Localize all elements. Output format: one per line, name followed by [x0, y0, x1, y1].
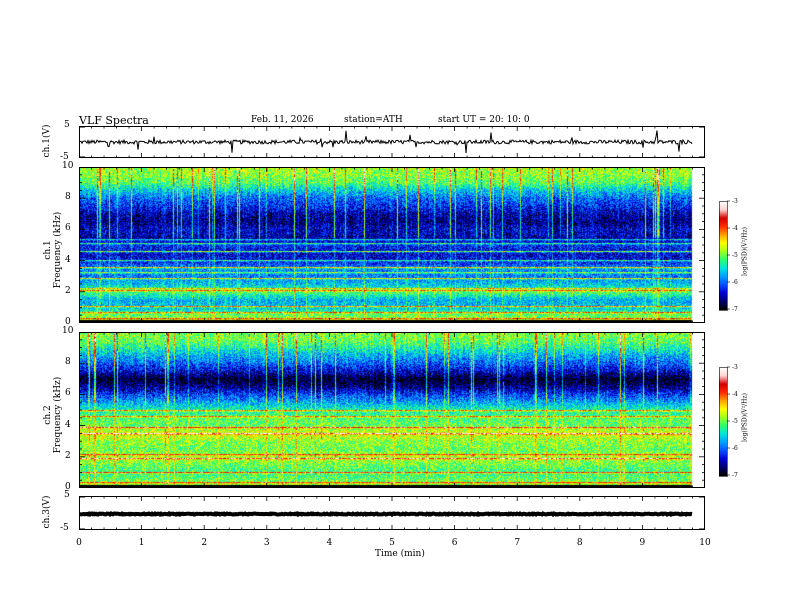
colorbar-tick-label: -3 — [732, 198, 738, 205]
ch1-ytick-label: -5 — [60, 152, 69, 162]
colorbar-tick-label: -6 — [732, 445, 738, 452]
ch2-colorbar — [719, 367, 727, 476]
ch2-ytick-label: 6 — [65, 388, 71, 399]
ch2-colorbar-label: log(PSD)(V²/Hz) — [741, 393, 749, 442]
ch2-ytick-label: 0 — [65, 482, 71, 492]
x-tick-label: 2 — [201, 538, 207, 548]
ch1-ytick-label: 2 — [65, 285, 71, 296]
colorbar-tick-label: -4 — [732, 225, 738, 232]
colorbar-tick-label: -4 — [732, 391, 738, 398]
start-time-label: start UT = 20: 10: 0 — [438, 115, 530, 125]
ch1-ytick-label: 8 — [65, 192, 71, 203]
date-label: Feb. 11, 2026 — [251, 115, 314, 125]
x-tick-label: 5 — [389, 538, 395, 548]
ch2-spectrogram-axes — [79, 332, 705, 488]
colorbar-frame — [719, 201, 728, 311]
ch1-ytick-label: 0 — [65, 317, 71, 327]
ch1-spectrogram-canvas — [79, 167, 705, 323]
ch1-ytick-label: 5 — [64, 120, 70, 130]
ch3-ytick-label: 5 — [64, 490, 70, 500]
ch1-colorbar — [719, 201, 727, 310]
panel-frame — [79, 332, 705, 488]
ch1-ytick-label: 6 — [65, 223, 71, 234]
colorbar-frame — [719, 367, 728, 477]
ch1-colorbar-label: log(PSD)(V²/Hz) — [741, 227, 749, 276]
x-axis-label: Time (min) — [375, 549, 425, 559]
ch1-ytick-label: 10 — [62, 161, 74, 171]
ch3-waveform-panel — [79, 496, 705, 530]
ch1-colorbar-axis: -3 -4 -5 -6 -7 — [719, 198, 738, 313]
ch1-ylabel: ch.1(V) — [42, 124, 52, 158]
ch2-colorbar-axis: -3 -4 -5 -6 -7 — [719, 364, 738, 479]
x-axis: 0 1 2 3 4 5 6 7 8 9 10 — [76, 538, 711, 548]
x-tick-label: 3 — [264, 538, 270, 548]
ch1-spectrogram-axes — [79, 167, 705, 323]
x-tick-label: 8 — [577, 538, 583, 548]
ch2-ytick-label: 10 — [62, 326, 74, 336]
ch1-spectrogram-ylabel: ch.1 Frequency (kHz) — [43, 195, 63, 305]
ch2-spectrogram-ylabel: ch.2 Frequency (kHz) — [43, 360, 63, 470]
colorbar-tick-label: -7 — [732, 306, 738, 313]
colorbar-tick-label: -5 — [732, 418, 738, 425]
ch1-waveform-trace — [79, 130, 693, 154]
x-tick-label: 4 — [327, 538, 333, 548]
x-tick-label: 7 — [514, 538, 520, 548]
ch3-waveform-trace — [79, 510, 693, 518]
ch3-ytick-label: -5 — [60, 523, 69, 533]
x-tick-label: 0 — [76, 538, 82, 548]
colorbar-tick-label: -7 — [732, 472, 738, 479]
station-label: station=ATH — [344, 115, 403, 125]
x-tick-label: 10 — [699, 538, 711, 548]
x-tick-label: 9 — [640, 538, 646, 548]
ch2-spectrogram-canvas — [79, 332, 705, 488]
panel-frame — [79, 167, 705, 323]
x-tick-label: 6 — [452, 538, 458, 548]
ch2-ytick-label: 4 — [65, 419, 71, 430]
ch2-channel-label: ch.2 Frequency (kHz) — [43, 376, 63, 454]
figure-title: VLF Spectra — [79, 114, 149, 127]
ch2-ytick-label: 8 — [65, 357, 71, 368]
ch2-ytick-label: 2 — [65, 450, 71, 461]
ch1-ytick-label: 4 — [65, 254, 71, 265]
colorbar-tick-label: -3 — [732, 364, 738, 371]
ch1-waveform-panel — [79, 126, 705, 158]
ch3-ylabel: ch.3(V) — [42, 495, 52, 529]
colorbar-tick-label: -6 — [732, 279, 738, 286]
ch1-channel-label: ch.1 Frequency (kHz) — [43, 211, 63, 289]
x-tick-label: 1 — [139, 538, 145, 548]
colorbar-tick-label: -5 — [732, 252, 738, 259]
